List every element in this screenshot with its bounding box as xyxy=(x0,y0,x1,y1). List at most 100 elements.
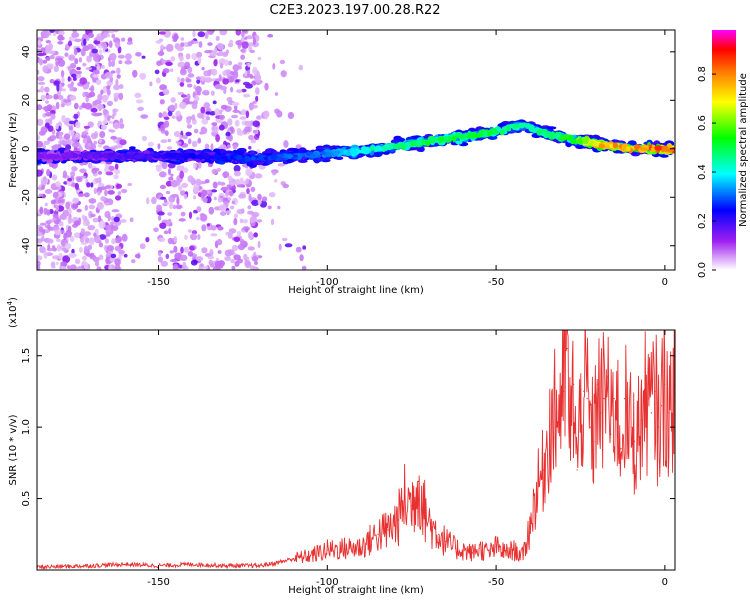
heatmap-noise-mark xyxy=(73,220,81,226)
heatmap-noise-mark xyxy=(112,122,121,130)
x-tick-label: -100 xyxy=(316,577,339,588)
heatmap-noise-mark xyxy=(236,89,243,93)
heatmap-noise-mark xyxy=(129,217,134,223)
heatmap-noise-mark xyxy=(55,261,59,266)
heatmap-noise-mark xyxy=(177,141,182,145)
heatmap-noise-mark xyxy=(105,171,114,176)
heatmap-noise-mark xyxy=(246,188,250,195)
heatmap-noise-mark xyxy=(83,262,89,270)
heatmap-noise-mark xyxy=(185,53,191,60)
heatmap-ridge-mark xyxy=(639,147,648,151)
heatmap-noise-mark xyxy=(47,244,51,250)
heatmap-noise-mark xyxy=(96,63,100,72)
heatmap-noise-mark xyxy=(80,241,88,245)
heatmap-noise-mark xyxy=(256,219,263,223)
heatmap-noise-mark xyxy=(249,103,254,111)
heatmap-noise-mark xyxy=(164,113,169,118)
heatmap-noise-mark xyxy=(186,78,192,83)
heatmap-noise-mark xyxy=(278,243,282,251)
heatmap-noise-mark xyxy=(171,115,176,119)
heatmap-noise-mark xyxy=(235,79,240,83)
heatmap-noise-mark xyxy=(219,85,227,91)
snr-data-point xyxy=(563,390,565,392)
heatmap-noise-mark xyxy=(244,126,251,133)
heatmap-noise-mark xyxy=(99,131,106,138)
heatmap-noise-mark xyxy=(201,247,208,254)
heatmap-noise-mark xyxy=(39,246,46,254)
heatmap-noise-mark xyxy=(189,233,198,241)
heatmap-noise-mark xyxy=(71,142,80,148)
heatmap-noise-mark xyxy=(215,78,223,82)
colorbar xyxy=(712,30,736,270)
heatmap-noise-mark xyxy=(84,204,89,211)
heatmap-noise-mark xyxy=(50,113,56,120)
heatmap-noise-mark xyxy=(173,180,181,187)
heatmap-noise-mark xyxy=(184,234,188,240)
heatmap-ridge-mark xyxy=(195,155,201,159)
heatmap-noise-mark xyxy=(63,99,72,103)
heatmap-noise-mark xyxy=(56,244,62,252)
heatmap-noise-mark xyxy=(114,263,121,270)
heatmap-noise-mark xyxy=(85,67,93,71)
heatmap-noise-mark xyxy=(117,46,122,54)
x-tick-label: -150 xyxy=(147,277,170,288)
snr-data-point xyxy=(90,565,92,567)
heatmap-noise-mark xyxy=(229,71,235,76)
heatmap-noise-mark xyxy=(38,226,44,233)
heatmap-noise-mark xyxy=(170,97,176,103)
snr-data-point xyxy=(647,398,649,400)
heatmap-noise-mark xyxy=(204,77,213,83)
heatmap-noise-mark xyxy=(159,184,166,190)
snr-data-point xyxy=(667,412,669,414)
snr-data-point xyxy=(556,412,558,414)
heatmap-noise-mark xyxy=(119,118,124,124)
heatmap-marks xyxy=(37,30,675,270)
figure-title: C2E3.2023.197.00.28.R22 xyxy=(269,3,440,18)
heatmap-noise-mark xyxy=(76,66,81,71)
heatmap-noise-mark xyxy=(108,60,112,68)
heatmap-noise-mark xyxy=(37,48,42,53)
heatmap-noise-mark xyxy=(41,30,47,38)
heatmap-noise-mark xyxy=(158,31,166,35)
heatmap-noise-mark xyxy=(102,120,108,125)
heatmap-noise-mark xyxy=(257,240,261,249)
heatmap-noise-mark xyxy=(100,186,107,191)
heatmap-noise-mark xyxy=(44,86,50,93)
heatmap-ridge-mark xyxy=(546,131,552,136)
heatmap-noise-mark xyxy=(178,185,183,192)
heatmap-noise-mark xyxy=(194,95,200,102)
heatmap-noise-mark xyxy=(107,214,111,222)
heatmap-noise-mark xyxy=(157,51,165,56)
heatmap-noise-mark xyxy=(107,190,115,195)
snr-series-line xyxy=(37,330,675,570)
heatmap-noise-mark xyxy=(193,195,197,200)
heatmap-noise-mark xyxy=(193,40,199,45)
heatmap-noise-mark xyxy=(110,225,119,232)
snr-data-point xyxy=(593,440,595,442)
heatmap-noise-mark xyxy=(224,210,232,214)
heatmap-noise-mark xyxy=(204,50,212,54)
heatmap-noise-mark xyxy=(73,113,79,120)
heatmap-noise-mark xyxy=(74,132,81,140)
heatmap-ridge-mark xyxy=(235,154,243,161)
snr-data-point xyxy=(259,565,261,567)
heatmap-ridge-mark xyxy=(270,156,277,161)
heatmap-noise-mark xyxy=(219,114,226,120)
snr-data-point xyxy=(326,549,328,551)
heatmap-noise-mark xyxy=(93,187,98,195)
heatmap-noise-mark xyxy=(160,130,169,134)
heatmap-noise-mark xyxy=(299,254,304,262)
heatmap-noise-mark xyxy=(137,106,145,111)
heatmap-noise-mark xyxy=(180,94,187,98)
heatmap-noise-mark xyxy=(287,111,295,120)
heatmap-noise-mark xyxy=(153,227,159,233)
heatmap-noise-mark xyxy=(233,254,241,261)
heatmap-noise-mark xyxy=(103,32,108,39)
heatmap-noise-mark xyxy=(157,143,161,150)
heatmap-noise-mark xyxy=(204,179,210,184)
heatmap-ridge-mark xyxy=(581,136,590,143)
snr-x-axis-label: Height of straight line (km) xyxy=(288,585,424,596)
heatmap-noise-mark xyxy=(189,245,195,251)
heatmap-noise-mark xyxy=(98,254,104,261)
heatmap-ridge-mark xyxy=(659,154,669,158)
